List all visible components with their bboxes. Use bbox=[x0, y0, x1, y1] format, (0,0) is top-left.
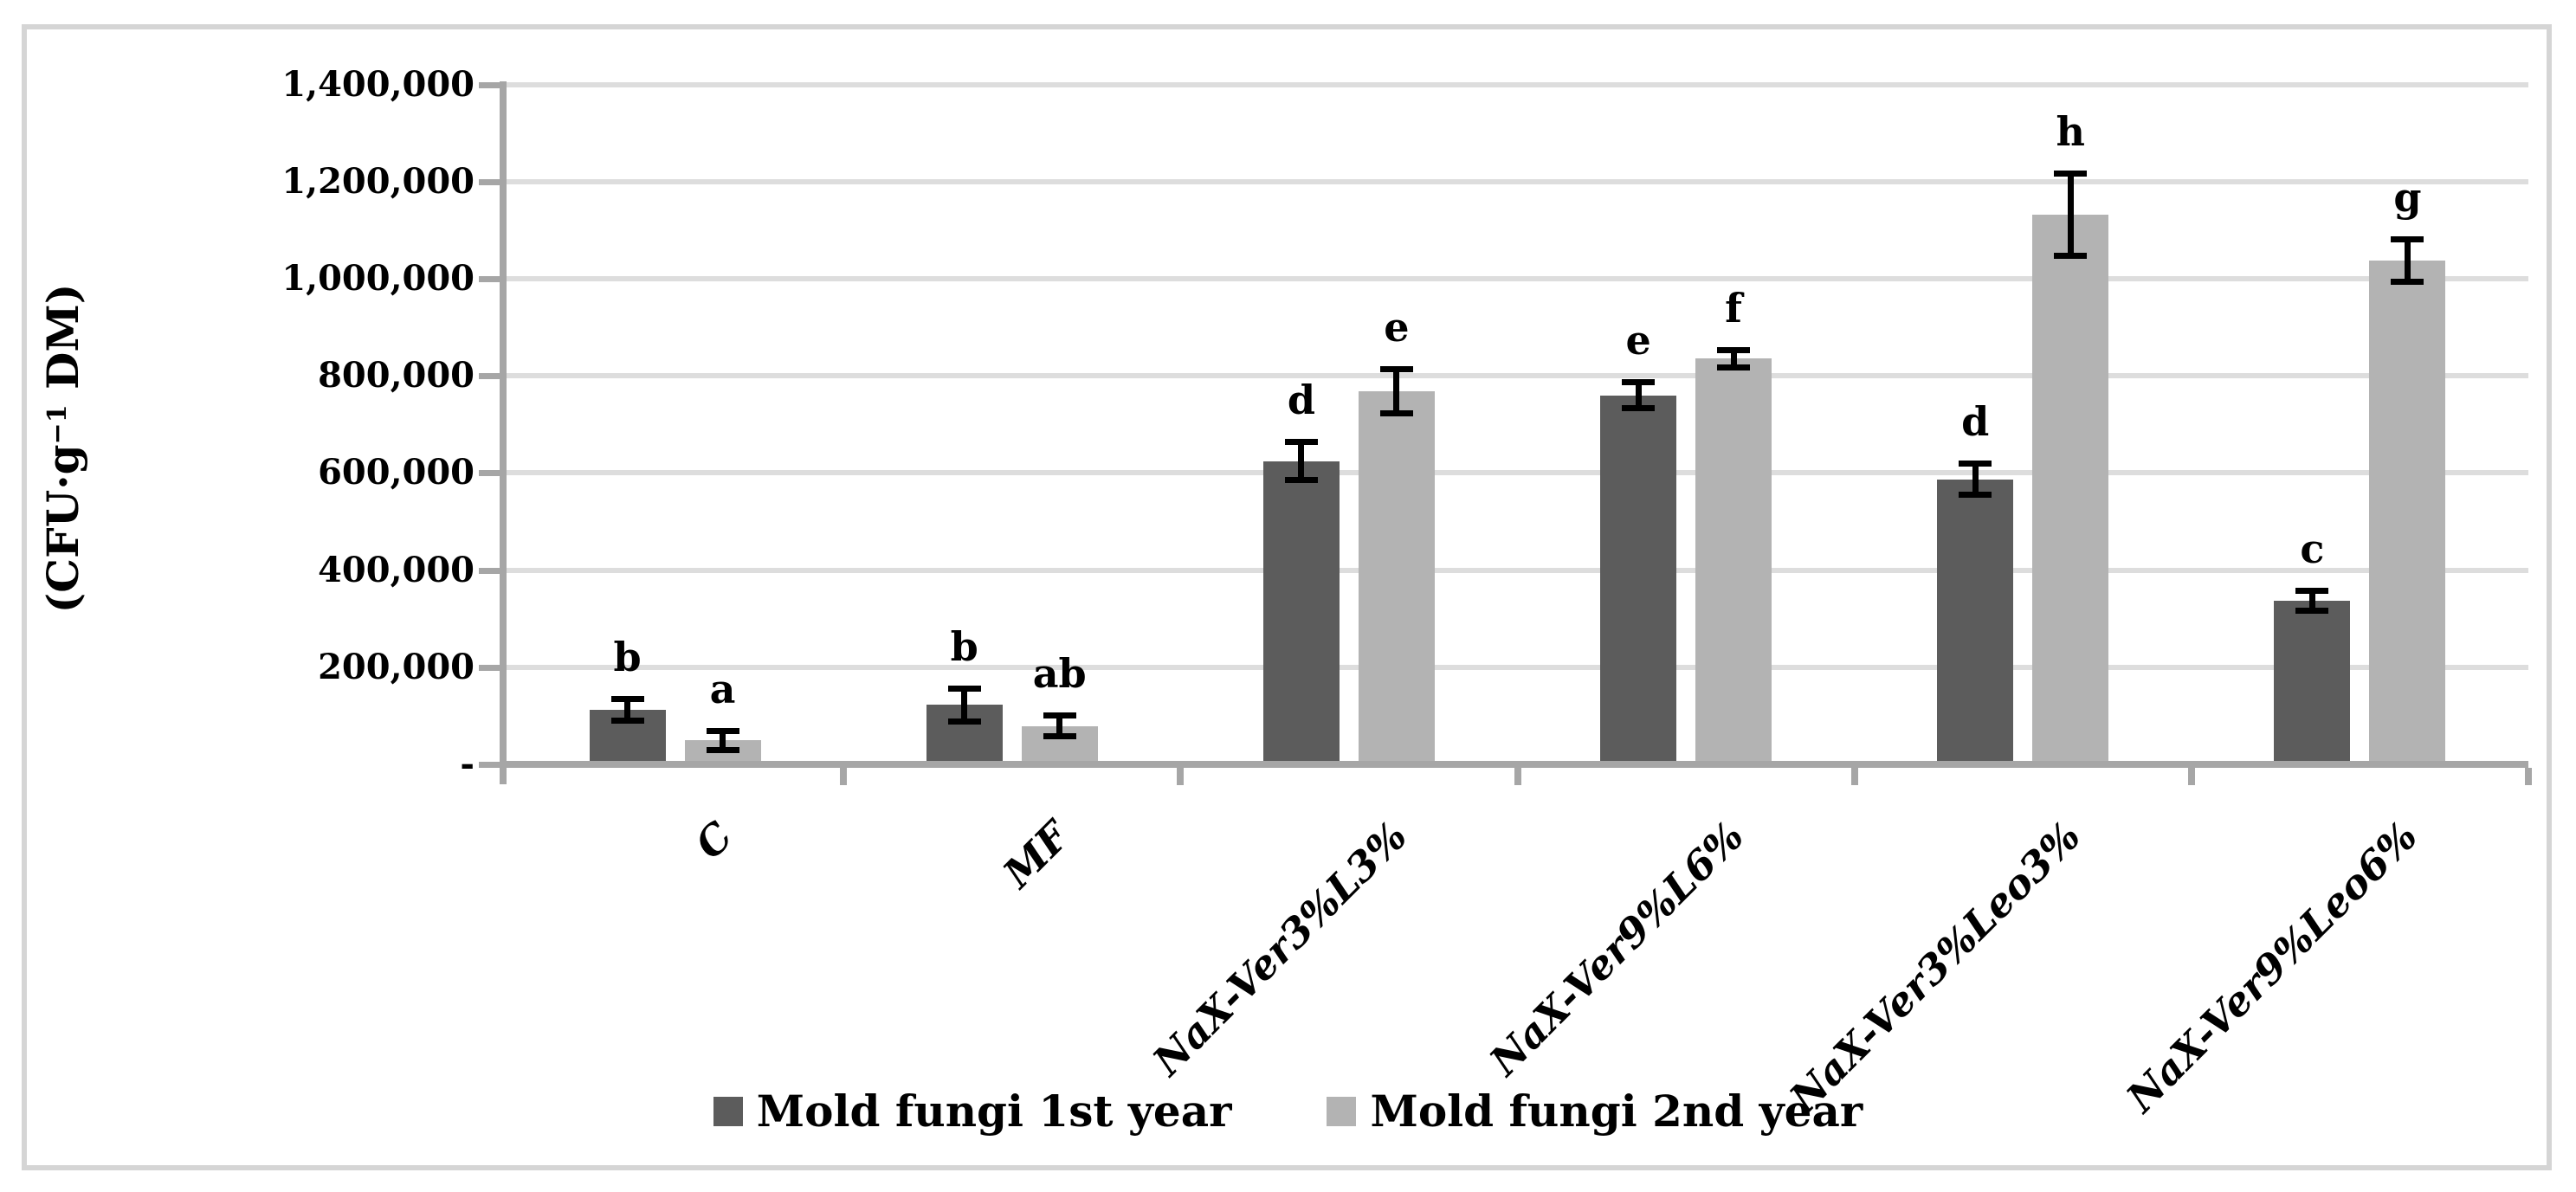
y-axis-tick-label: 1,000,000 bbox=[281, 258, 475, 299]
gridline bbox=[507, 178, 2528, 184]
error-bar-cap-bottom bbox=[1622, 404, 1656, 411]
legend-label: Mold fungi 2nd year bbox=[1370, 1086, 1863, 1137]
y-axis-tick-label: 600,000 bbox=[318, 452, 475, 493]
y-axis-line bbox=[500, 81, 507, 784]
error-bar-line bbox=[1972, 463, 1979, 496]
legend-swatch-1st-year bbox=[713, 1097, 743, 1126]
gridline bbox=[507, 81, 2528, 87]
y-axis-tick-label: 400,000 bbox=[318, 549, 475, 590]
bar-1st-year bbox=[1262, 461, 1340, 761]
error-bar-cap-top bbox=[1043, 712, 1076, 719]
error-bar-cap-bottom bbox=[610, 717, 644, 724]
error-bar-cap-bottom bbox=[1379, 410, 1413, 417]
significance-letter: f bbox=[1725, 284, 1742, 332]
significance-letter: b bbox=[950, 622, 978, 670]
y-axis-tick-label: 1,200,000 bbox=[281, 160, 475, 202]
y-axis-tick bbox=[479, 664, 500, 671]
significance-letter: ab bbox=[1032, 650, 1087, 698]
error-bar-cap-top bbox=[610, 696, 644, 703]
error-bar-cap-bottom bbox=[706, 746, 739, 753]
gridline bbox=[507, 373, 2528, 379]
error-bar-cap-bottom bbox=[2391, 279, 2424, 286]
x-axis-tick bbox=[2187, 768, 2195, 785]
significance-letter: b bbox=[613, 634, 642, 681]
y-axis-tick-label: 800,000 bbox=[318, 355, 475, 396]
significance-letter: h bbox=[2056, 108, 2085, 156]
significance-letter: a bbox=[709, 666, 736, 713]
error-bar-cap-top bbox=[2391, 235, 2424, 242]
figure-border bbox=[22, 24, 2552, 1170]
x-axis-tick bbox=[840, 768, 848, 785]
y-axis-tick bbox=[479, 567, 500, 574]
gridline bbox=[507, 567, 2528, 573]
significance-letter: d bbox=[1287, 377, 1315, 424]
error-bar-line bbox=[1393, 368, 1400, 415]
error-bar-line bbox=[1730, 349, 1737, 369]
bar-2nd-year bbox=[2369, 261, 2446, 761]
legend: Mold fungi 1st year Mold fungi 2nd year bbox=[0, 1087, 2576, 1136]
gridline bbox=[507, 470, 2528, 476]
significance-letter: c bbox=[2300, 525, 2325, 572]
bar-1st-year bbox=[1600, 395, 1677, 761]
bar-1st-year bbox=[2274, 600, 2351, 761]
error-bar-line bbox=[2308, 590, 2315, 612]
y-axis-tick bbox=[479, 373, 500, 380]
x-axis-tick bbox=[1850, 768, 1858, 785]
y-axis-tick bbox=[479, 470, 500, 477]
y-axis-tick bbox=[479, 178, 500, 185]
legend-item-1st-year: Mold fungi 1st year bbox=[713, 1086, 1232, 1137]
error-bar-line bbox=[1635, 382, 1642, 409]
significance-letter: d bbox=[1961, 398, 1990, 446]
gridline bbox=[507, 276, 2528, 281]
gridline bbox=[507, 664, 2528, 670]
error-bar-cap-bottom bbox=[1959, 492, 1992, 499]
error-bar-cap-top bbox=[706, 728, 739, 735]
error-bar-cap-top bbox=[2054, 171, 2088, 177]
x-axis-tick bbox=[2525, 768, 2532, 785]
error-bar-cap-top bbox=[1622, 379, 1656, 386]
error-bar-cap-bottom bbox=[947, 718, 981, 725]
y-axis-tick bbox=[479, 81, 500, 88]
legend-swatch-2nd-year bbox=[1327, 1097, 1357, 1126]
error-bar-line bbox=[624, 699, 631, 721]
error-bar-line bbox=[1056, 715, 1063, 737]
legend-item-2nd-year: Mold fungi 2nd year bbox=[1327, 1087, 1863, 1136]
significance-letter: e bbox=[1625, 317, 1651, 364]
x-axis-tick bbox=[1177, 768, 1185, 785]
error-bar-cap-top bbox=[1717, 346, 1751, 353]
y-axis-tick-label: - bbox=[460, 744, 475, 784]
error-bar-line bbox=[2404, 238, 2411, 283]
y-axis-title-superscript: −1 bbox=[42, 404, 73, 445]
error-bar-cap-bottom bbox=[2295, 608, 2329, 615]
x-axis-tick bbox=[1514, 768, 1521, 785]
error-bar-line bbox=[2067, 173, 2074, 256]
y-axis-tick bbox=[479, 762, 500, 768]
error-bar-cap-bottom bbox=[1717, 364, 1751, 371]
y-axis-tick bbox=[479, 276, 500, 282]
error-bar-cap-top bbox=[1959, 461, 1992, 467]
error-bar-cap-top bbox=[1284, 439, 1318, 446]
error-bar-cap-bottom bbox=[2054, 252, 2088, 259]
y-axis-tick-label: 200,000 bbox=[318, 646, 475, 687]
error-bar-line bbox=[720, 731, 726, 751]
bar-2nd-year bbox=[1358, 391, 1435, 761]
error-bar-cap-top bbox=[947, 685, 981, 692]
bar-2nd-year bbox=[2032, 214, 2109, 761]
bar-2nd-year bbox=[1695, 358, 1772, 761]
significance-letter: g bbox=[2393, 173, 2422, 221]
error-bar-cap-bottom bbox=[1284, 477, 1318, 484]
error-bar-line bbox=[1298, 441, 1305, 481]
y-axis-tick-label: 1,400,000 bbox=[281, 63, 475, 105]
bar-1st-year bbox=[1937, 479, 2014, 761]
error-bar-cap-top bbox=[1379, 365, 1413, 372]
error-bar-cap-top bbox=[2295, 587, 2329, 594]
legend-label: Mold fungi 1st year bbox=[756, 1086, 1232, 1137]
significance-letter: e bbox=[1384, 303, 1410, 351]
error-bar-cap-bottom bbox=[1043, 732, 1076, 739]
error-bar-line bbox=[961, 687, 968, 723]
x-axis-line bbox=[500, 761, 2528, 768]
